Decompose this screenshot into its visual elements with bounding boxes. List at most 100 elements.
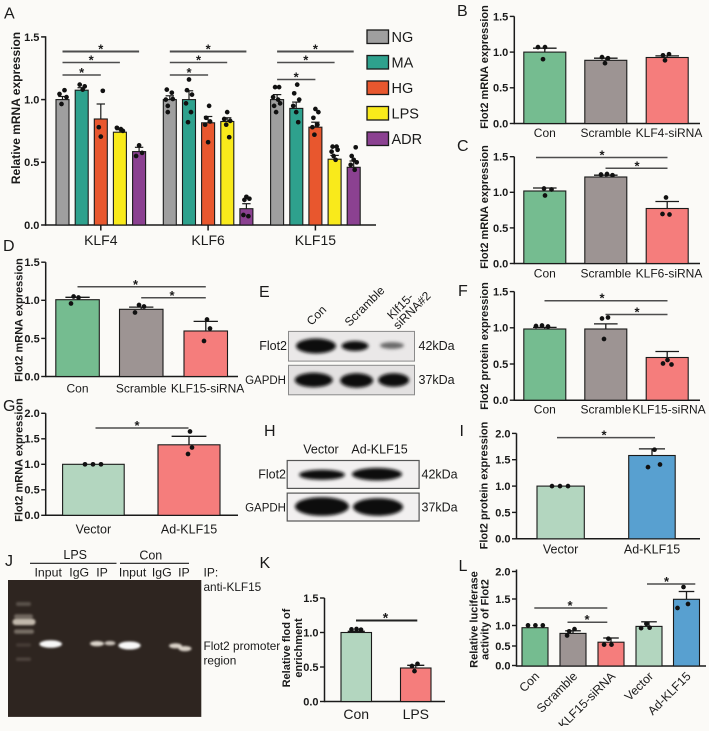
svg-text:MA: MA [392,56,414,72]
svg-text:Scramble: Scramble [580,403,631,417]
svg-text:ADR: ADR [392,132,423,148]
svg-text:*: * [294,70,300,85]
svg-text:*: * [584,612,590,627]
svg-text:*: * [634,158,640,173]
svg-text:0.0: 0.0 [493,258,508,270]
svg-text:LPS: LPS [63,548,87,562]
svg-text:0.0: 0.0 [493,395,508,407]
svg-text:0.0: 0.0 [24,220,39,232]
svg-text:1.0: 1.0 [303,627,318,639]
svg-text:*: * [601,428,607,443]
svg-text:KLF4-siRNA: KLF4-siRNA [636,126,703,140]
svg-text:Relative mRNA expression: Relative mRNA expression [9,32,23,184]
svg-text:F: F [458,283,468,300]
svg-text:IP:: IP: [204,566,219,580]
svg-text:0.5: 0.5 [303,662,318,674]
svg-text:Flot2 mRNA expression: Flot2 mRNA expression [14,398,26,522]
svg-text:0.0: 0.0 [303,696,318,708]
svg-text:0.5: 0.5 [495,507,510,519]
svg-text:Scramble: Scramble [116,382,167,396]
svg-text:*: * [634,305,640,320]
svg-text:1.0: 1.0 [24,295,39,307]
svg-text:IP: IP [96,566,108,580]
svg-text:1.5: 1.5 [495,455,510,467]
svg-text:0.5: 0.5 [24,485,39,497]
svg-text:KLF4: KLF4 [84,232,118,248]
svg-text:*: * [169,288,175,303]
svg-text:37kDa: 37kDa [419,373,455,387]
svg-text:E: E [259,284,270,301]
svg-text:*: * [206,42,212,57]
svg-text:Vector: Vector [303,443,338,457]
svg-text:0.5: 0.5 [495,641,510,653]
svg-text:1.5: 1.5 [493,152,508,164]
svg-text:1.5: 1.5 [303,593,318,605]
svg-text:*: * [79,65,85,80]
svg-text:*: * [196,53,202,68]
svg-text:LPS: LPS [403,706,429,722]
svg-text:1.0: 1.0 [24,459,39,471]
svg-text:*: * [89,53,95,68]
svg-text:2.0: 2.0 [495,566,510,578]
svg-text:A: A [4,6,15,23]
svg-text:Vector: Vector [543,543,578,557]
svg-text:Con: Con [534,403,556,417]
svg-text:IgG: IgG [69,566,89,580]
svg-text:*: * [599,291,605,306]
svg-text:Relative luciferase: Relative luciferase [469,571,481,668]
svg-text:0.0: 0.0 [493,118,508,130]
svg-text:*: * [133,277,139,292]
svg-text:Con: Con [343,706,369,722]
svg-text:42kDa: 42kDa [422,468,458,482]
svg-text:activity of Flot2: activity of Flot2 [480,579,492,660]
svg-text:Con: Con [66,382,88,396]
svg-text:1.0: 1.0 [495,481,510,493]
svg-text:*: * [664,574,670,589]
svg-text:*: * [567,598,573,613]
svg-text:Con: Con [139,549,162,563]
svg-text:enrichment: enrichment [293,618,305,678]
svg-text:1.5: 1.5 [24,434,39,446]
svg-text:KLF15: KLF15 [295,232,336,248]
svg-text:C: C [457,138,469,155]
svg-text:G: G [3,398,15,415]
svg-text:Flot2 protein expression: Flot2 protein expression [479,421,491,549]
svg-text:Flot2: Flot2 [258,468,286,482]
svg-text:1.0: 1.0 [493,47,508,59]
svg-text:HG: HG [392,81,414,97]
svg-text:Input: Input [119,566,147,580]
svg-text:0.5: 0.5 [493,83,508,95]
svg-text:37kDa: 37kDa [422,501,458,515]
svg-text:0.0: 0.0 [24,510,39,522]
svg-text:Input: Input [35,566,63,580]
svg-text:Scramble: Scramble [580,267,631,281]
svg-text:Flot2 mRNA expression: Flot2 mRNA expression [14,258,26,382]
svg-text:*: * [383,610,389,626]
svg-text:KLF15-siRNA: KLF15-siRNA [632,403,705,417]
svg-text:42kDa: 42kDa [419,339,455,353]
svg-text:Flot2 protein expression: Flot2 protein expression [479,282,491,410]
svg-text:GAPDH: GAPDH [245,503,286,515]
svg-text:IP: IP [178,566,190,580]
svg-text:H: H [264,423,276,440]
svg-text:1.5: 1.5 [24,32,39,44]
svg-text:Relative flod of: Relative flod of [281,608,293,687]
svg-text:Vector: Vector [76,523,111,537]
svg-text:*: * [98,42,104,57]
svg-text:NG: NG [392,30,414,46]
svg-text:2.0: 2.0 [495,428,510,440]
svg-text:0.5: 0.5 [24,157,39,169]
svg-text:0.0: 0.0 [495,660,510,672]
svg-text:*: * [303,53,309,68]
svg-text:Con: Con [534,126,556,140]
svg-text:D: D [3,238,15,255]
svg-text:*: * [186,65,192,80]
svg-text:*: * [313,42,319,57]
svg-text:anti-KLF15: anti-KLF15 [204,580,262,594]
svg-text:B: B [457,3,468,20]
svg-text:region: region [204,654,237,668]
svg-text:IgG: IgG [152,566,172,580]
svg-text:KLF6: KLF6 [191,232,225,248]
svg-text:Flot2 promoter: Flot2 promoter [204,639,281,653]
svg-text:Flot2: Flot2 [259,339,287,353]
